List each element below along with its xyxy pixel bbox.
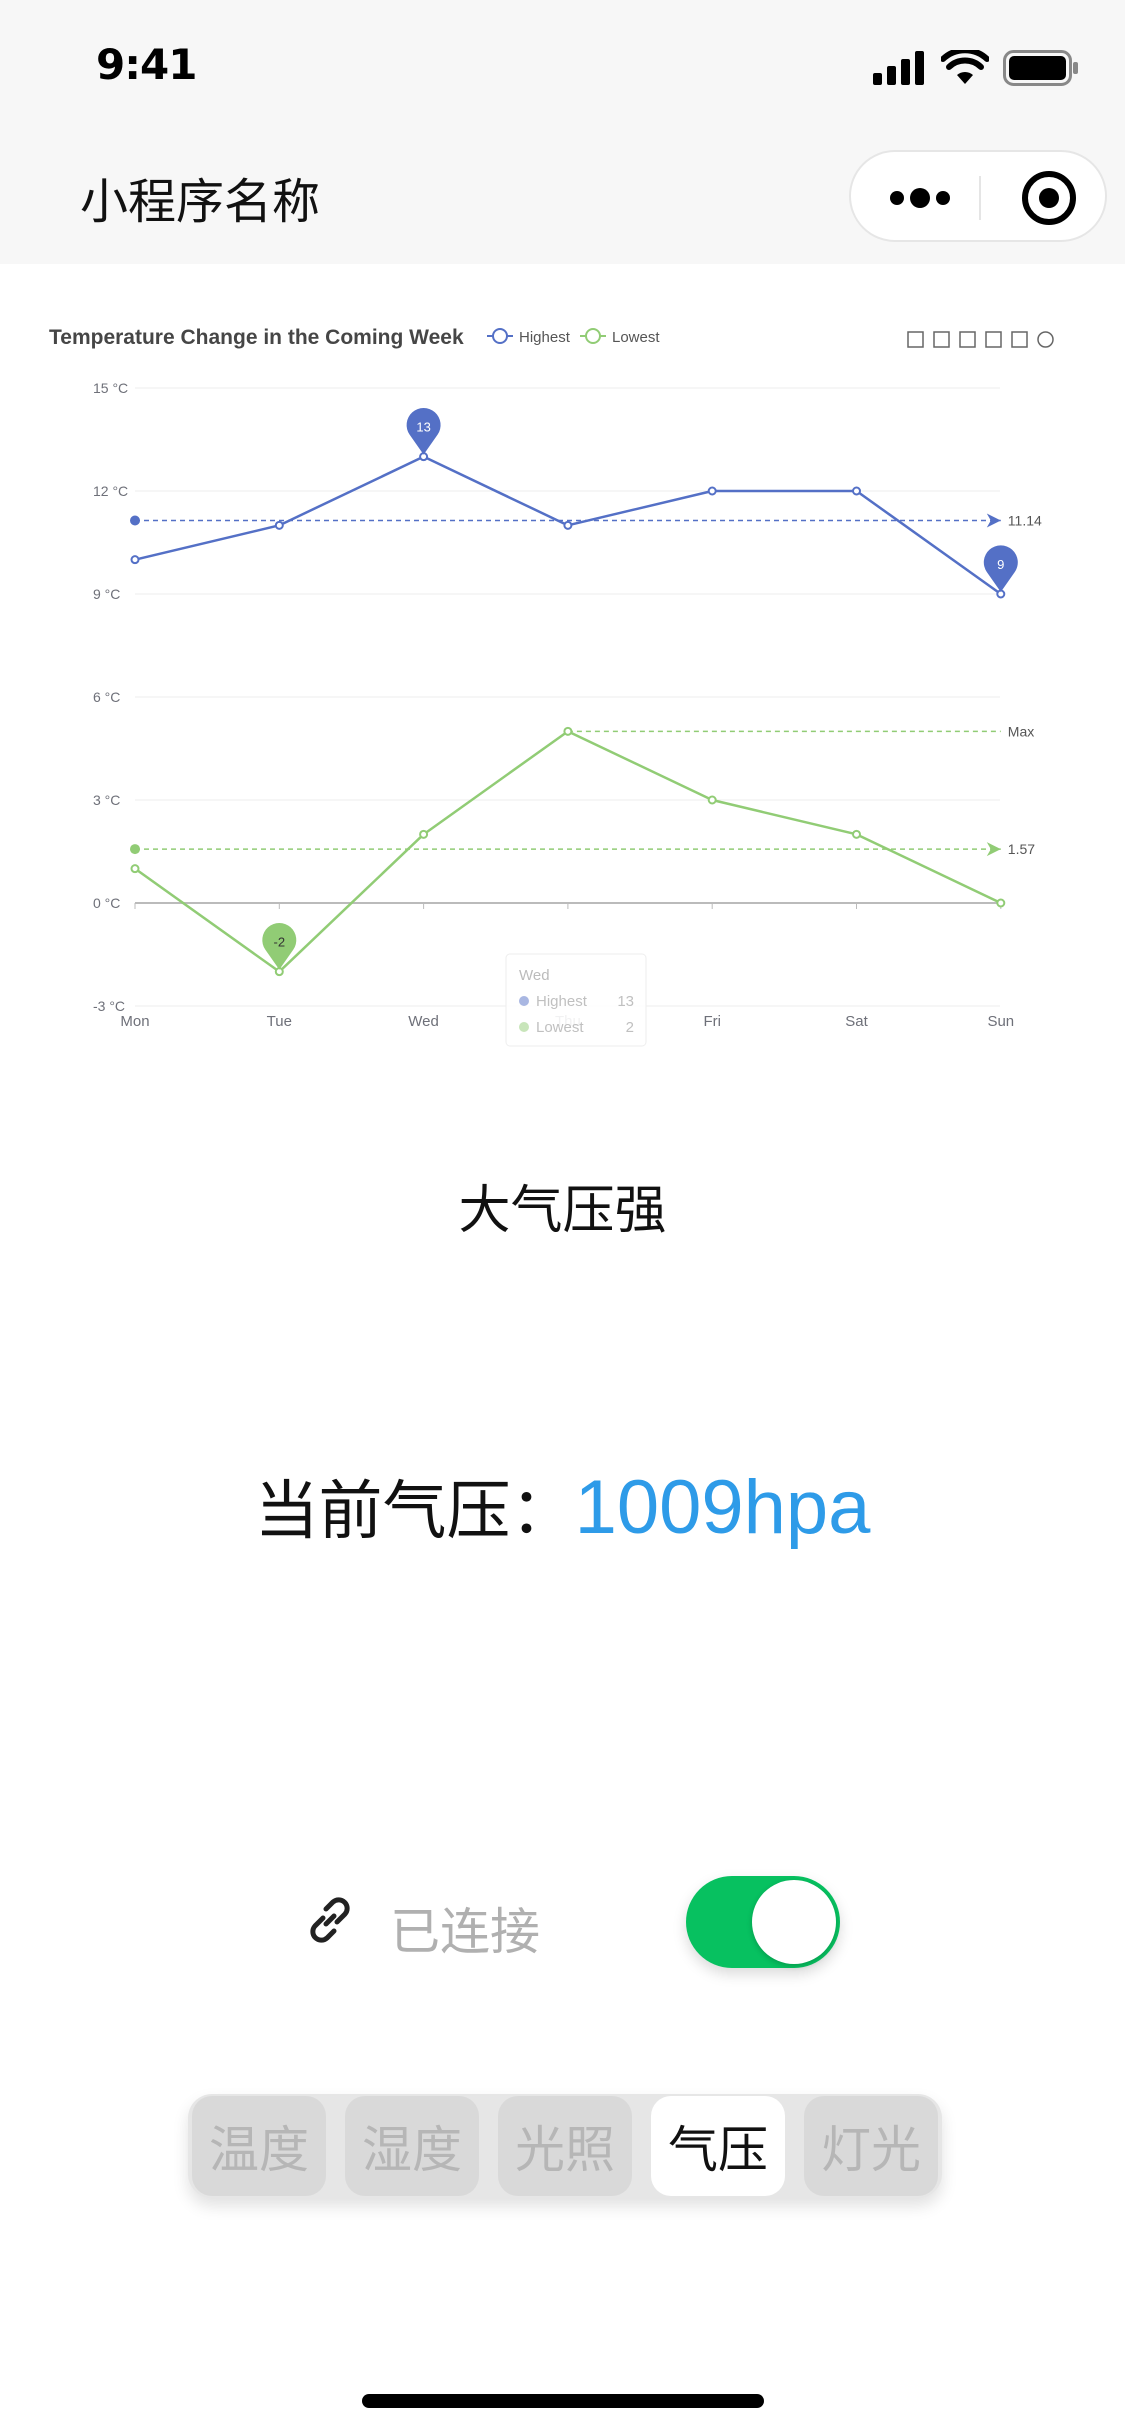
tab-pressure[interactable]: 气压	[651, 2096, 785, 2196]
toolbox-restore-icon[interactable]	[1037, 331, 1054, 348]
chart-title: Temperature Change in the Coming Week	[49, 326, 464, 349]
x-tick-label: Mon	[120, 1013, 149, 1030]
mark-point-label: 13	[416, 420, 430, 435]
status-time: 9:41	[96, 40, 197, 89]
data-point[interactable]	[707, 795, 717, 805]
data-point[interactable]	[130, 555, 140, 565]
data-point[interactable]	[419, 829, 429, 839]
legend-label-highest[interactable]: Highest	[519, 329, 571, 346]
data-point[interactable]	[130, 864, 140, 874]
mark-point-pin	[262, 923, 297, 970]
more-icon[interactable]	[885, 178, 955, 218]
mark-line-label: 11.14	[1008, 513, 1042, 529]
status-bar: 9:41	[0, 0, 1125, 136]
data-point[interactable]	[852, 486, 861, 496]
close-miniprogram-icon[interactable]	[1019, 168, 1079, 228]
capsule-divider	[979, 176, 981, 220]
toolbox-line-type-icon[interactable]	[985, 331, 1002, 348]
chart-svg: Temperature Change in the Coming Week Hig…	[49, 326, 1054, 1047]
y-tick-label: 6 °C	[93, 689, 120, 705]
data-point[interactable]	[563, 726, 573, 736]
data-point[interactable]	[852, 829, 861, 839]
mark-line-label: Max	[1008, 723, 1034, 739]
tooltip-series-value: 2	[626, 1019, 634, 1036]
x-tick-label: Sat	[845, 1013, 868, 1030]
mark-point-label: -2	[274, 935, 286, 950]
data-point[interactable]	[707, 486, 717, 496]
nav-bar: 小程序名称	[0, 136, 1125, 264]
connection-status: 已连接	[390, 1903, 540, 1961]
tab-temperature[interactable]: 温度	[192, 2096, 326, 2196]
tooltip-series-value: 13	[617, 993, 634, 1010]
mark-line-arrow	[986, 842, 1001, 857]
tab-lamp[interactable]: 灯光	[804, 2096, 938, 2196]
data-point[interactable]	[274, 520, 284, 530]
battery-icon	[1003, 50, 1078, 86]
tab-light[interactable]: 光照	[498, 2096, 632, 2196]
mark-line-label: 1.57	[1008, 841, 1035, 857]
status-icons	[873, 50, 1079, 86]
mark-point-label: 9	[997, 557, 1004, 572]
section-title: 大气压强	[458, 1181, 667, 1241]
page-title: 小程序名称	[80, 174, 321, 230]
mark-line-arrow	[986, 513, 1001, 528]
tooltip-series-name: Highest	[536, 993, 588, 1010]
connection-toggle[interactable]	[686, 1876, 840, 1968]
pressure-reading: 当前气压：1009hpa	[0, 1460, 1125, 1552]
y-tick-label: 3 °C	[93, 792, 120, 808]
wifi-icon	[941, 50, 989, 84]
mark-line-start	[130, 515, 140, 526]
toolbox-crop-icon[interactable]	[907, 331, 924, 348]
y-tick-label: -3 °C	[93, 998, 125, 1014]
toolbox-zoom-reset-icon[interactable]	[933, 331, 950, 348]
tooltip-title: Wed	[519, 967, 550, 984]
mark-point-pin	[406, 408, 441, 455]
link-icon	[310, 1897, 350, 1943]
toggle-knob	[752, 1880, 836, 1964]
tooltip-dot	[519, 1022, 529, 1032]
home-indicator	[362, 2394, 764, 2408]
tooltip-series-name: Lowest	[536, 1019, 584, 1036]
legend-marker-lowest[interactable]	[585, 328, 601, 344]
temperature-chart: Temperature Change in the Coming Week Hig…	[0, 264, 1125, 1074]
toolbox-bar-type-icon[interactable]	[1011, 331, 1028, 348]
toolbox-data-view-icon[interactable]	[959, 331, 976, 348]
tab-humidity[interactable]: 湿度	[345, 2096, 479, 2196]
data-point[interactable]	[996, 898, 1006, 908]
legend-label-lowest[interactable]: Lowest	[612, 329, 660, 346]
x-tick-label: Tue	[267, 1013, 292, 1030]
legend-marker-highest[interactable]	[492, 328, 508, 344]
pressure-label: 当前气压：	[254, 1475, 575, 1549]
mark-line-start	[130, 844, 140, 855]
cellular-signal-icon	[873, 51, 924, 85]
y-tick-label: 0 °C	[93, 895, 120, 911]
y-tick-label: 12 °C	[93, 483, 128, 499]
x-tick-label: Sun	[987, 1013, 1014, 1030]
x-tick-label: Wed	[408, 1013, 439, 1030]
mini-program-capsule	[849, 150, 1107, 242]
tooltip-box	[505, 953, 647, 1047]
y-tick-label: 9 °C	[93, 586, 120, 602]
mark-point-pin	[983, 545, 1018, 592]
y-tick-label: 15 °C	[93, 380, 128, 396]
tooltip-dot	[519, 996, 529, 1006]
pressure-value: 1009hpa	[574, 1465, 871, 1550]
data-point[interactable]	[563, 520, 573, 530]
x-tick-label: Fri	[703, 1013, 721, 1030]
sensor-tabbar: 温度 湿度 光照 气压 灯光	[188, 2094, 942, 2198]
